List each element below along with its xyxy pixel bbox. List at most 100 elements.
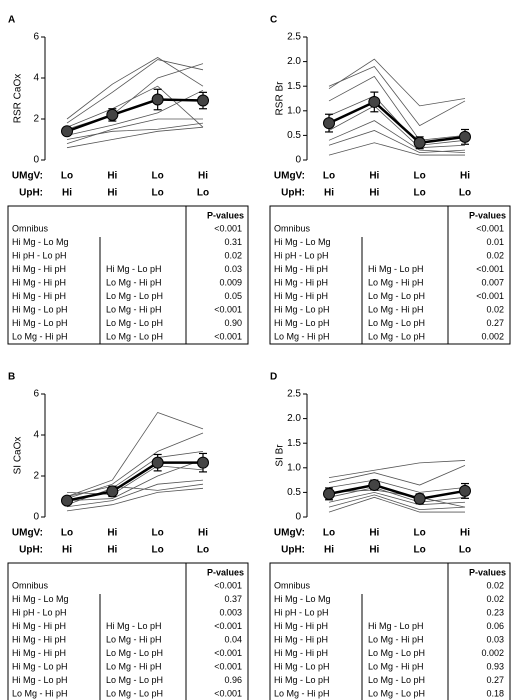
x-tick-label: Hi xyxy=(198,528,208,539)
table-versus: Lo Mg - Lo pH xyxy=(368,318,425,328)
table-p-value: 0.007 xyxy=(481,277,504,287)
table-p-value: 0.03 xyxy=(486,634,504,644)
x-tick-label: Hi xyxy=(62,188,72,199)
x-tick-label: Lo xyxy=(197,545,209,556)
table-versus: Hi Mg - Lo pH xyxy=(106,264,162,274)
individual-line xyxy=(328,487,466,503)
table-comparison: Hi Mg - Lo Mg xyxy=(274,237,331,247)
individual-line xyxy=(66,59,204,124)
x-row-label: UMgV: xyxy=(274,528,305,539)
table-p-value: 0.27 xyxy=(486,675,504,685)
table-comparison: Hi Mg - Lo pH xyxy=(274,675,330,685)
individual-line xyxy=(66,126,204,149)
table-border xyxy=(7,562,249,700)
y-tick-label: 0 xyxy=(33,155,39,166)
y-tick-label: 0.5 xyxy=(287,130,301,141)
table-versus: Lo Mg - Lo pH xyxy=(106,291,163,301)
mean-marker xyxy=(106,485,119,498)
x-tick-label: Hi xyxy=(198,171,208,182)
table-p-value: 0.37 xyxy=(224,594,242,604)
table-comparison: Hi Mg - Lo pH xyxy=(12,661,68,671)
table-comparison: Hi Mg - Hi pH xyxy=(274,621,328,631)
table-comparison: Hi Mg - Hi pH xyxy=(12,277,66,287)
table-comparison: Omnibus xyxy=(12,223,49,233)
table-comparison: Hi Mg - Hi pH xyxy=(12,621,66,631)
y-tick-label: 1.0 xyxy=(287,462,301,473)
x-tick-label: Hi xyxy=(460,528,470,539)
table-comparison: Hi Mg - Lo Mg xyxy=(12,237,69,247)
mean-marker xyxy=(368,95,381,108)
y-tick-label: 2 xyxy=(33,114,39,125)
mean-marker xyxy=(151,456,164,469)
individual-line xyxy=(66,118,203,144)
x-row-label: UpH: xyxy=(281,188,305,199)
individual-line xyxy=(66,459,204,501)
individual-line xyxy=(328,479,466,493)
y-tick-label: 2.0 xyxy=(287,413,301,424)
table-p-value: 0.93 xyxy=(486,661,504,671)
p-value-table: P-values Omnibus <0.001 Hi Mg - Lo Mg 0.37 Hi… xyxy=(7,562,249,700)
p-value-table: P-values Omnibus <0.001 Hi Mg - Lo Mg 0.01 Hi… xyxy=(269,205,511,345)
table-comparison: Hi Mg - Lo pH xyxy=(12,304,68,314)
table-versus: Lo Mg - Lo pH xyxy=(106,648,163,658)
table-versus: Lo Mg - Hi pH xyxy=(106,661,162,671)
mean-marker xyxy=(151,93,164,106)
table-comparison: Hi Mg - Hi pH xyxy=(274,634,328,644)
table-p-value: 0.90 xyxy=(224,318,242,328)
y-tick-label: 1.5 xyxy=(287,81,301,92)
x-tick-label: Lo xyxy=(459,545,471,556)
table-comparison: Hi Mg - Lo pH xyxy=(12,318,68,328)
table-comparison: Hi Mg - Hi pH xyxy=(12,264,66,274)
y-axis-label: RSR CaOx xyxy=(13,74,24,123)
table-p-value: 0.003 xyxy=(219,607,242,617)
mean-line xyxy=(66,461,203,502)
individual-line xyxy=(328,496,465,513)
table-versus: Lo Mg - Lo pH xyxy=(106,331,163,341)
table-p-value: <0.001 xyxy=(214,688,242,698)
table-border xyxy=(269,205,511,345)
table-versus: Hi Mg - Lo pH xyxy=(106,621,162,631)
y-tick-label: 2.0 xyxy=(287,56,301,67)
table-versus: Lo Mg - Hi pH xyxy=(368,277,424,287)
table-versus: Lo Mg - Hi pH xyxy=(368,304,424,314)
y-tick-label: 6 xyxy=(33,32,39,43)
individual-line xyxy=(328,58,466,107)
table-comparison: Omnibus xyxy=(274,580,311,590)
table-comparison: Hi Mg - Hi pH xyxy=(274,277,328,287)
table-border xyxy=(7,205,249,345)
table-comparison: Lo Mg - Hi pH xyxy=(12,331,68,341)
table-p-value: <0.001 xyxy=(476,223,504,233)
table-versus: Lo Mg - Lo pH xyxy=(106,675,163,685)
table-comparison: Hi pH - Lo pH xyxy=(274,250,329,260)
x-tick-label: Lo xyxy=(61,171,73,182)
table-comparison: Omnibus xyxy=(274,223,311,233)
individual-line xyxy=(328,95,466,146)
table-comparison: Hi pH - Lo pH xyxy=(12,250,67,260)
table-p-value: 0.002 xyxy=(481,648,504,658)
table-comparison: Hi Mg - Lo pH xyxy=(274,304,330,314)
table-versus: Hi Mg - Lo pH xyxy=(368,264,424,274)
individual-line xyxy=(328,120,466,154)
individual-line xyxy=(66,122,204,140)
y-axis-label: SI CaOx xyxy=(13,437,24,475)
table-p-value: 0.27 xyxy=(486,318,504,328)
individual-line xyxy=(66,411,204,497)
individual-line xyxy=(328,464,466,486)
individual-line xyxy=(328,66,466,127)
table-p-value: 0.03 xyxy=(224,264,242,274)
mean-line xyxy=(328,483,466,501)
x-tick-label: Lo xyxy=(323,171,335,182)
x-tick-label: Lo xyxy=(414,188,426,199)
mean-marker xyxy=(61,494,73,507)
individual-line xyxy=(66,479,204,508)
table-header: P-values xyxy=(207,567,244,577)
y-tick-label: 4 xyxy=(33,73,39,84)
table-p-value: 0.06 xyxy=(486,621,504,631)
x-tick-label: Hi xyxy=(107,188,117,199)
x-tick-label: Hi xyxy=(107,528,117,539)
table-border xyxy=(269,562,511,700)
y-tick-label: 4 xyxy=(33,430,39,441)
x-tick-label: Lo xyxy=(414,171,426,182)
individual-line xyxy=(66,483,204,497)
